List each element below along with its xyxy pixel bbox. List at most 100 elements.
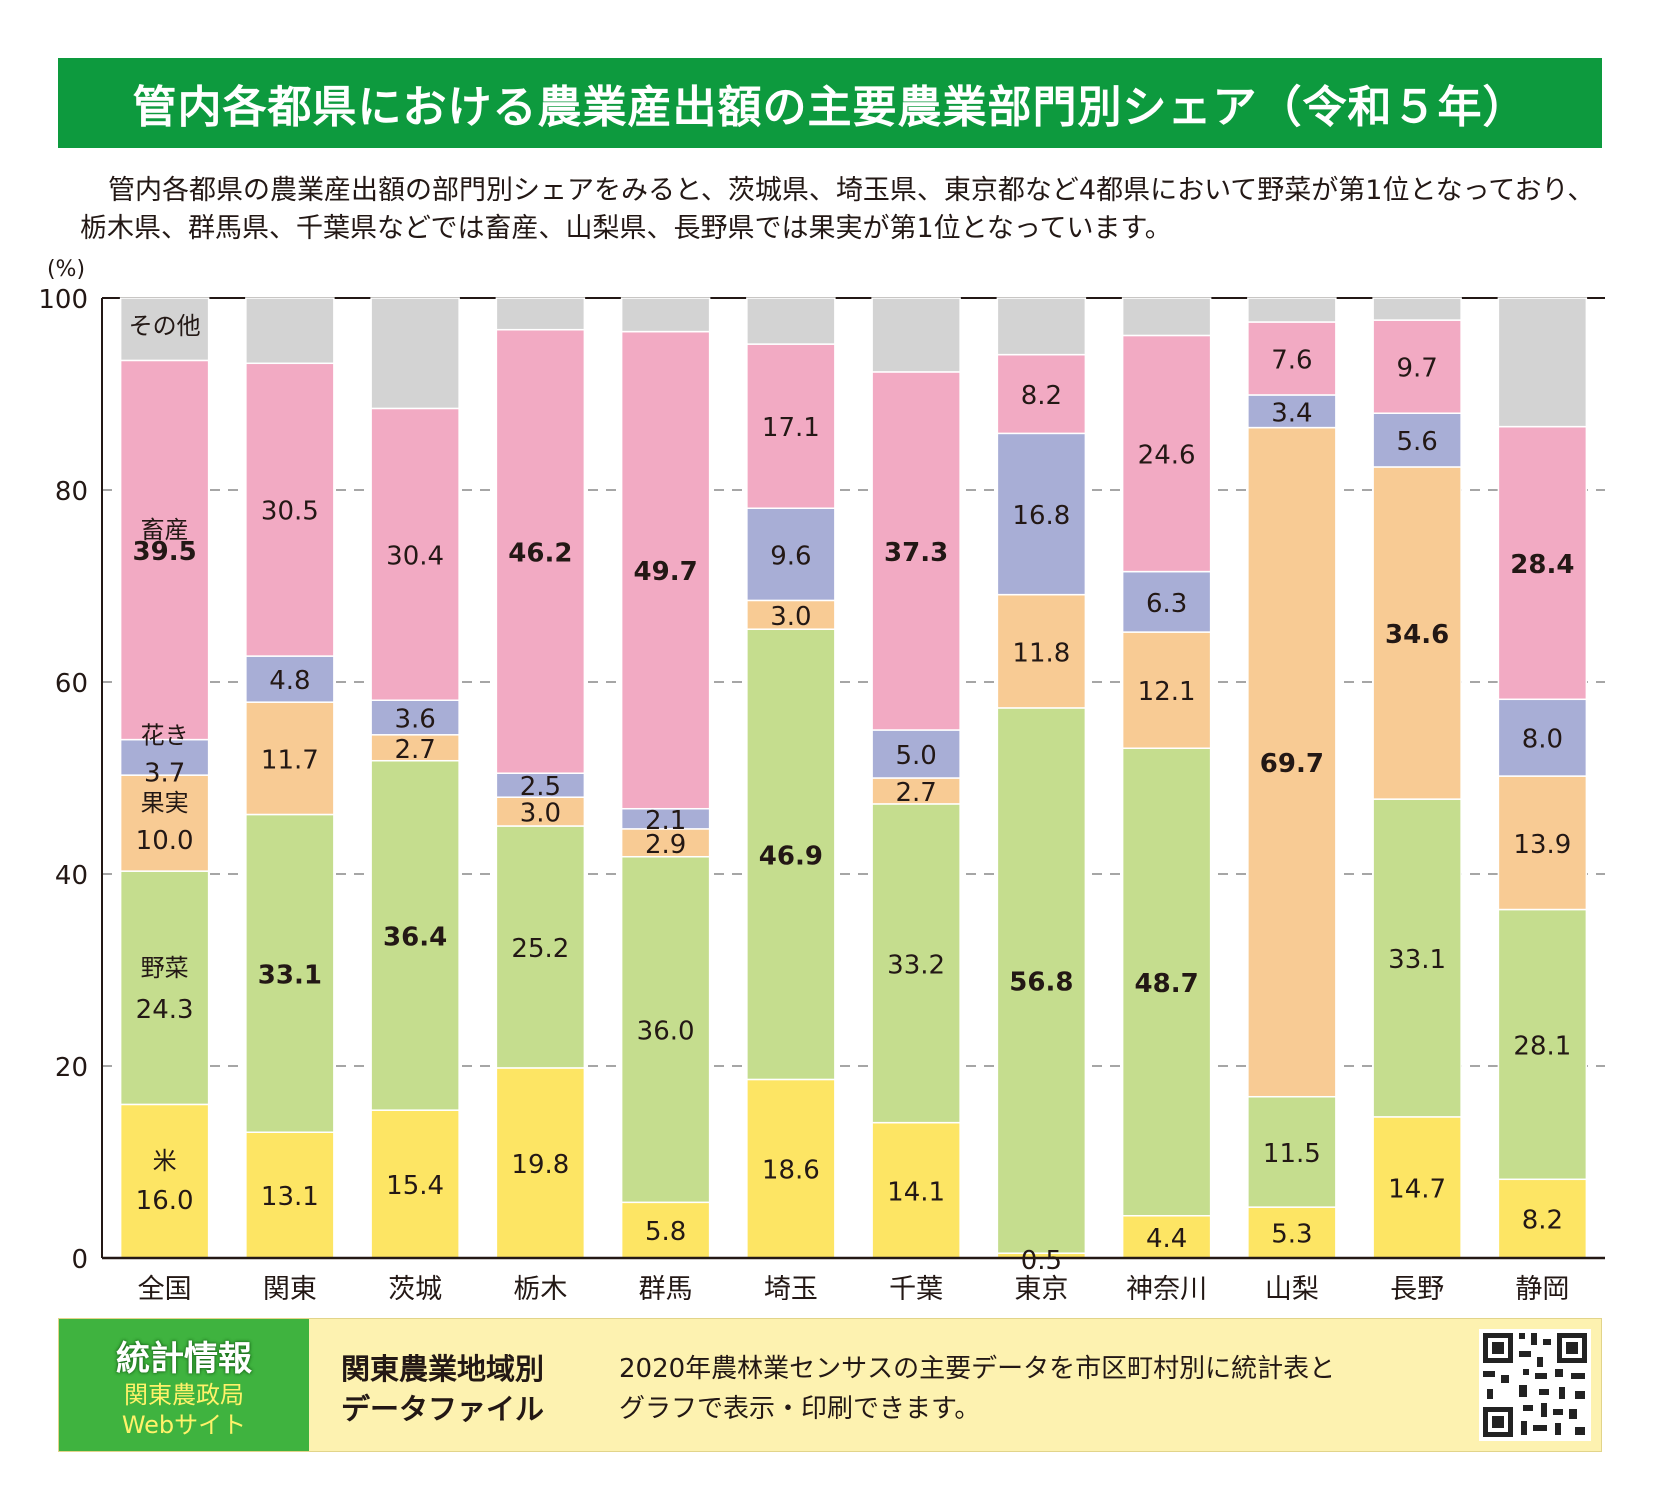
- data-label: 16.0: [136, 1186, 194, 1216]
- bar-segment: [245, 701, 335, 816]
- bar-segment: [245, 813, 335, 1133]
- data-label: 15.4: [386, 1171, 444, 1201]
- footer-heading: 関東農業地域別 データファイル: [341, 1349, 601, 1429]
- intro-text: 管内各都県の農業産出額の部門別シェアをみると、茨城県、埼玉県、東京都など4都県に…: [80, 175, 1595, 244]
- y-tick-label: 40: [55, 861, 88, 891]
- x-tick-label: 全国: [138, 1274, 192, 1300]
- bar-segment: [245, 297, 335, 365]
- data-label: 2.9: [645, 830, 686, 860]
- data-label: 4.8: [269, 666, 310, 696]
- bar-segment: [119, 870, 210, 1106]
- data-label: 10.0: [136, 826, 194, 856]
- data-label: 34.6: [1385, 620, 1449, 650]
- badge-sub-label-2: Webサイト: [121, 1411, 247, 1439]
- bar-segment: [1247, 1095, 1337, 1208]
- bar-segment: [370, 1109, 460, 1259]
- data-label: 9.7: [1396, 354, 1437, 384]
- bar-segment: [1121, 631, 1212, 749]
- bar-segment: [996, 432, 1087, 596]
- data-label: 24.3: [136, 995, 194, 1025]
- x-tick-label: 長野: [1390, 1274, 1444, 1300]
- data-label: 3.4: [1271, 398, 1312, 428]
- y-tick-label: 20: [55, 1053, 88, 1083]
- bar-segment: [119, 738, 210, 776]
- bar-segment: [871, 777, 961, 805]
- data-label: 3.0: [770, 602, 811, 632]
- footer-description-line-1: 2020年農林業センサスの主要データを市区町村別に統計表と: [619, 1354, 1336, 1384]
- bar-segment: [1372, 412, 1462, 468]
- bar-segment: [119, 774, 210, 872]
- bar-segment: [620, 855, 711, 1204]
- y-tick-label: 100: [38, 285, 88, 315]
- bar-segment: [996, 593, 1087, 709]
- bar-segment: [1372, 466, 1462, 800]
- data-label: 9.6: [770, 541, 811, 571]
- data-label: 5.8: [645, 1217, 686, 1247]
- y-tick-label: 80: [55, 477, 88, 507]
- data-label: 49.7: [634, 557, 698, 587]
- bar-segment: [1247, 297, 1337, 323]
- chart-title-banner: 管内各都県における農業産出額の主要農業部門別シェア（令和５年）: [58, 58, 1602, 148]
- bar-segment: [746, 343, 836, 509]
- data-label: 36.4: [383, 922, 447, 952]
- bar-segment: [1497, 775, 1588, 911]
- data-label: 8.2: [1021, 381, 1062, 411]
- data-label: 3.6: [394, 705, 435, 735]
- x-tick-label: 静岡: [1515, 1274, 1569, 1300]
- bar-segment: [119, 1103, 210, 1259]
- data-label: 33.1: [1388, 945, 1446, 975]
- y-axis-label: (%): [47, 257, 85, 282]
- x-tick-label: 埼玉: [764, 1274, 818, 1300]
- bar-segment: [370, 734, 460, 762]
- bar-segment: [1372, 319, 1462, 414]
- footer-heading-line-2: データファイル: [341, 1392, 545, 1426]
- data-label: 4.4: [1146, 1224, 1187, 1254]
- data-label: 5.3: [1271, 1220, 1312, 1250]
- data-label: 33.1: [258, 960, 322, 990]
- bar-segment: [620, 330, 711, 810]
- stats-web-badge[interactable]: 統計情報 関東農政局 Webサイト: [59, 1319, 309, 1451]
- data-label: 2.7: [394, 735, 435, 765]
- bar-segment: [245, 655, 335, 703]
- bar-segment: [1247, 321, 1337, 396]
- bar-segment: [1247, 426, 1337, 1098]
- data-label: 8.2: [1522, 1206, 1563, 1236]
- data-label: 48.7: [1135, 969, 1199, 999]
- bar-segment: [495, 1067, 586, 1259]
- data-label: 56.8: [1009, 968, 1073, 998]
- data-label: 33.2: [887, 950, 945, 980]
- bar-segment: [746, 628, 836, 1081]
- x-tick-label: 栃木: [513, 1274, 567, 1300]
- data-label: 8.0: [1522, 725, 1563, 755]
- footer-info-box: 統計情報 関東農政局 Webサイト 関東農業地域別 データファイル 2020年農…: [58, 1318, 1602, 1452]
- qr-code-icon[interactable]: [1479, 1329, 1591, 1441]
- data-label: 0.5: [1021, 1246, 1062, 1276]
- bar-segment: [370, 407, 460, 701]
- series-name-label: 果実: [141, 789, 189, 817]
- bar-segment: [871, 729, 961, 779]
- bar-segment: [871, 1121, 961, 1259]
- bar-segment: [119, 359, 210, 741]
- data-label: 28.4: [1510, 550, 1574, 580]
- data-label: 14.7: [1388, 1174, 1446, 1204]
- series-name-label: 野菜: [141, 954, 189, 982]
- x-tick-label: 群馬: [639, 1274, 693, 1300]
- data-label: 18.6: [762, 1156, 820, 1186]
- bar-segment: [245, 1131, 335, 1259]
- bar-segment: [996, 297, 1087, 356]
- bar-segment: [119, 297, 210, 362]
- badge-sub-label-1: 関東農政局: [124, 1381, 244, 1409]
- bar-segment: [495, 297, 586, 331]
- x-tick-label: 関東: [263, 1274, 317, 1300]
- bar-segment: [746, 599, 836, 630]
- data-label: 12.1: [1138, 677, 1196, 707]
- data-label: 28.1: [1513, 1031, 1571, 1061]
- bar-segment: [1372, 297, 1462, 321]
- bar-segment: [620, 297, 711, 333]
- bar-segment: [1497, 297, 1588, 428]
- bar-segment: [495, 825, 586, 1069]
- bar-segment: [1121, 570, 1212, 633]
- bar-segment: [871, 803, 961, 1124]
- bar-segment: [495, 796, 586, 827]
- data-label: 2.1: [645, 806, 686, 836]
